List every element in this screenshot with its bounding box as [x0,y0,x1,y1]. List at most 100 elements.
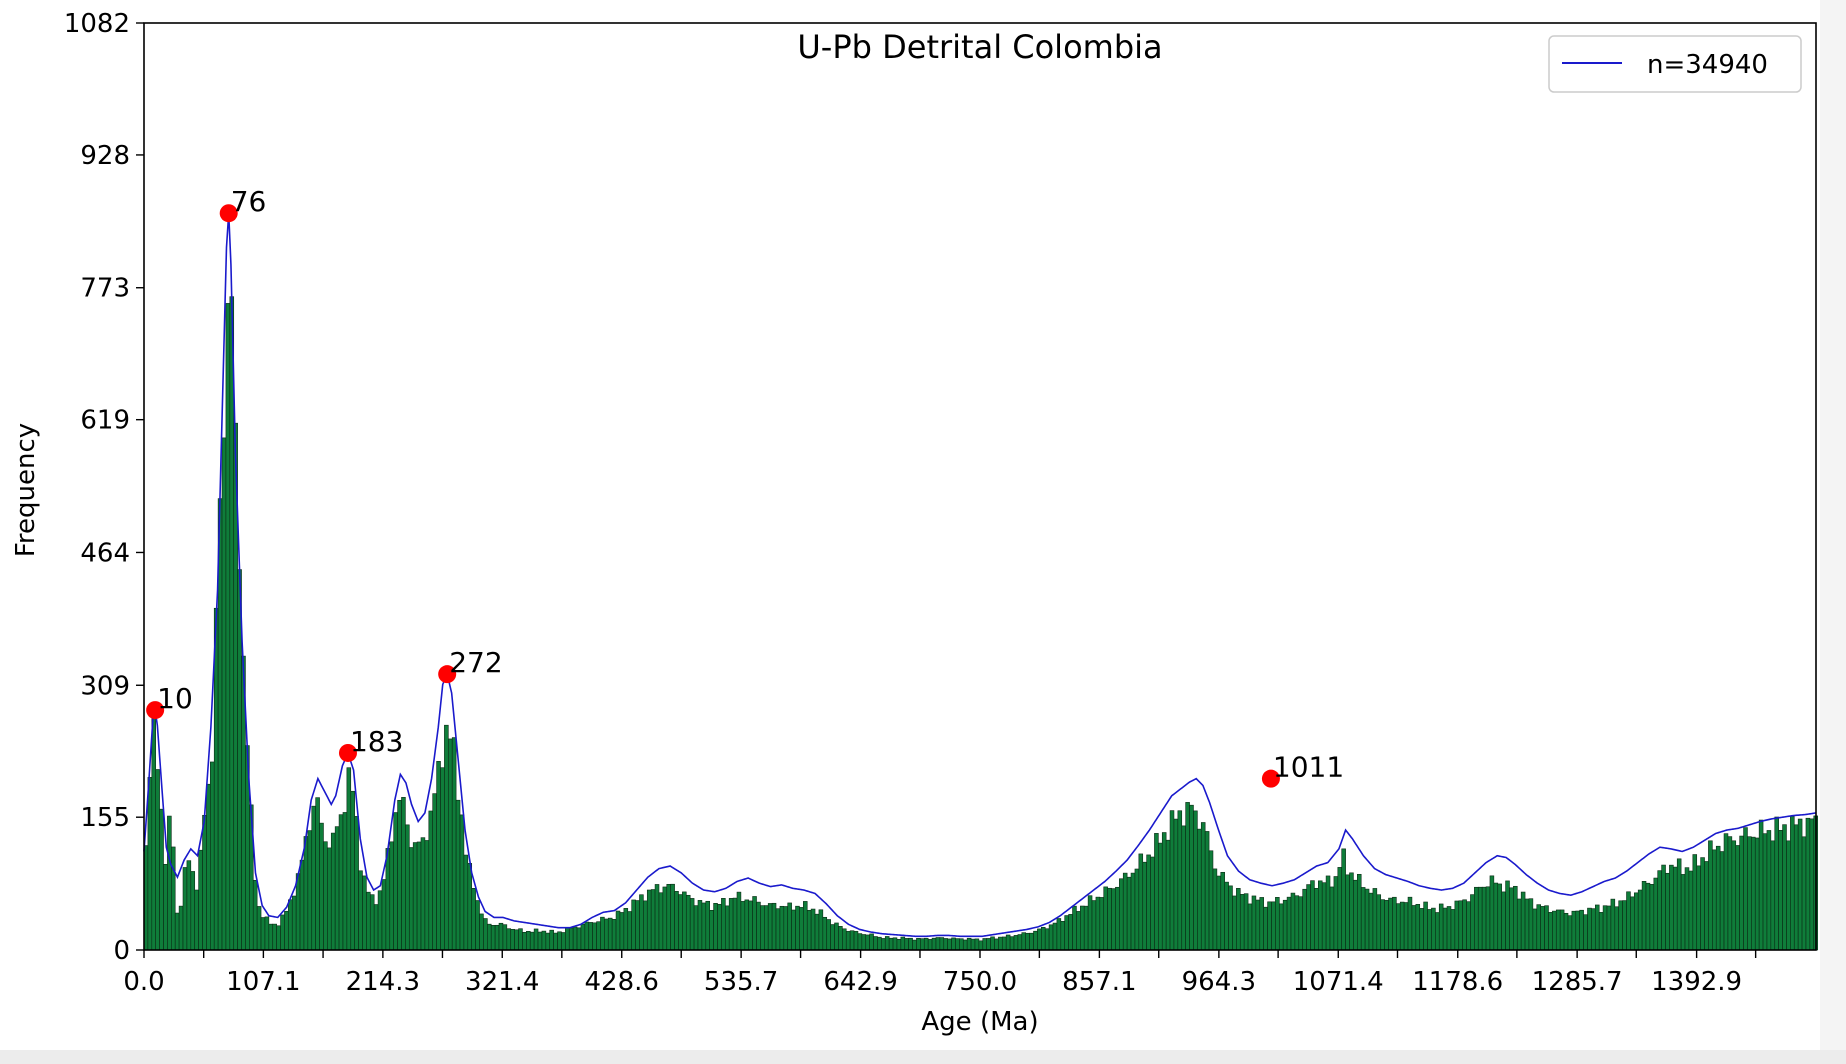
histogram-bar [1431,907,1436,951]
x-tick-label: 750.0 [943,967,1017,997]
histogram-bar [693,905,699,951]
x-tick-label: 1071.4 [1293,967,1384,997]
histogram-bar [408,847,414,951]
histogram-bar [1193,810,1198,951]
histogram-bar [803,901,808,951]
histogram-bar [1220,871,1225,951]
histogram-bar [1087,895,1093,951]
histogram-bar [1680,874,1686,951]
histogram-bar [1099,897,1105,951]
histogram-bar [1353,879,1358,951]
histogram-bar [639,894,644,951]
histogram-bar [303,836,309,951]
histogram-bar [869,933,874,951]
histogram-bar [490,925,496,951]
histogram-bar [155,769,160,951]
histogram-bar [1427,909,1432,951]
histogram-bar [865,934,870,951]
histogram-bar [1797,818,1803,951]
histogram-bar [467,863,473,951]
histogram-bar [619,912,625,951]
histogram-bar [1571,910,1577,951]
histogram-bar [1673,866,1678,951]
histogram-bar [1345,874,1350,951]
histogram-bar [494,924,500,951]
histogram-bar [475,900,480,951]
histogram-bar [1591,908,1596,951]
histogram-bar [576,927,582,951]
histogram-bar [1173,818,1179,951]
histogram-bar [572,926,578,951]
histogram-bar [1325,875,1331,951]
histogram-bar [529,931,535,951]
histogram-bar [432,793,437,951]
histogram-bar [163,864,168,951]
histogram-bar [1477,886,1483,951]
histogram-bar [1048,924,1054,951]
histogram-bar [1645,882,1651,951]
histogram-bar [1177,810,1183,951]
histogram-bar [1505,880,1510,951]
histogram-bar [1462,899,1467,951]
histogram-bar [1364,888,1370,951]
x-tick-label: 535.7 [704,967,778,997]
histogram-bar [1263,906,1268,951]
x-tick-label: 214.3 [346,967,420,997]
histogram-bar [1083,905,1089,951]
histogram-bar [1150,856,1155,951]
histogram-bar [1021,932,1026,951]
histogram-bar [436,761,441,951]
histogram-bar [1735,845,1740,951]
histogram-bar [260,917,266,951]
histogram-bar [1041,926,1046,951]
legend-label: n=34940 [1647,50,1768,80]
histogram-bar [424,840,430,951]
histogram-bar [541,930,547,951]
histogram-bar [1485,886,1491,951]
histogram-bar [1161,832,1167,951]
histogram-bar [662,886,668,951]
histogram-bar [1610,898,1616,951]
histogram-bar [514,929,519,951]
histogram-bar [1115,886,1120,951]
histogram-bar [631,899,636,951]
histogram-bar [764,905,769,951]
histogram-bar [1282,899,1288,951]
histogram-bar [194,889,199,951]
x-tick-label: 1178.6 [1412,967,1503,997]
histogram-bar [744,899,750,951]
histogram-bar [1388,897,1393,951]
histogram-bar [1774,816,1779,951]
peak-marker-1011 [1261,769,1280,788]
histogram-bar [670,883,675,951]
histogram-bar [1275,897,1280,951]
histogram-bar [658,892,664,951]
histogram-bar [561,932,566,951]
histogram-bar [1782,824,1787,951]
histogram-bar [697,900,703,951]
histogram-bar [1727,836,1733,951]
histogram-bar [810,908,816,951]
histogram-bar [1130,872,1136,951]
histogram-bar [545,932,551,951]
histogram-bar [884,936,890,951]
histogram-bar [202,814,207,951]
histogram-bar [814,913,820,951]
histogram-bar [1458,900,1463,951]
histogram-bar [978,940,984,951]
histogram-bar [1747,836,1752,951]
histogram-bar [904,938,909,951]
histogram-bar [685,894,691,951]
histogram-bar [1080,905,1085,951]
histogram-bar [358,870,363,951]
histogram-bar [920,938,925,951]
histogram-bar [736,891,742,951]
histogram-bar [998,936,1003,951]
histogram-bar [1189,804,1194,951]
histogram-bar [397,799,402,951]
histogram-bar [908,937,913,951]
peak-marker-76 [219,204,238,223]
histogram-bar [1247,903,1253,951]
histogram-bar [174,912,180,951]
histogram-bar [955,938,960,951]
